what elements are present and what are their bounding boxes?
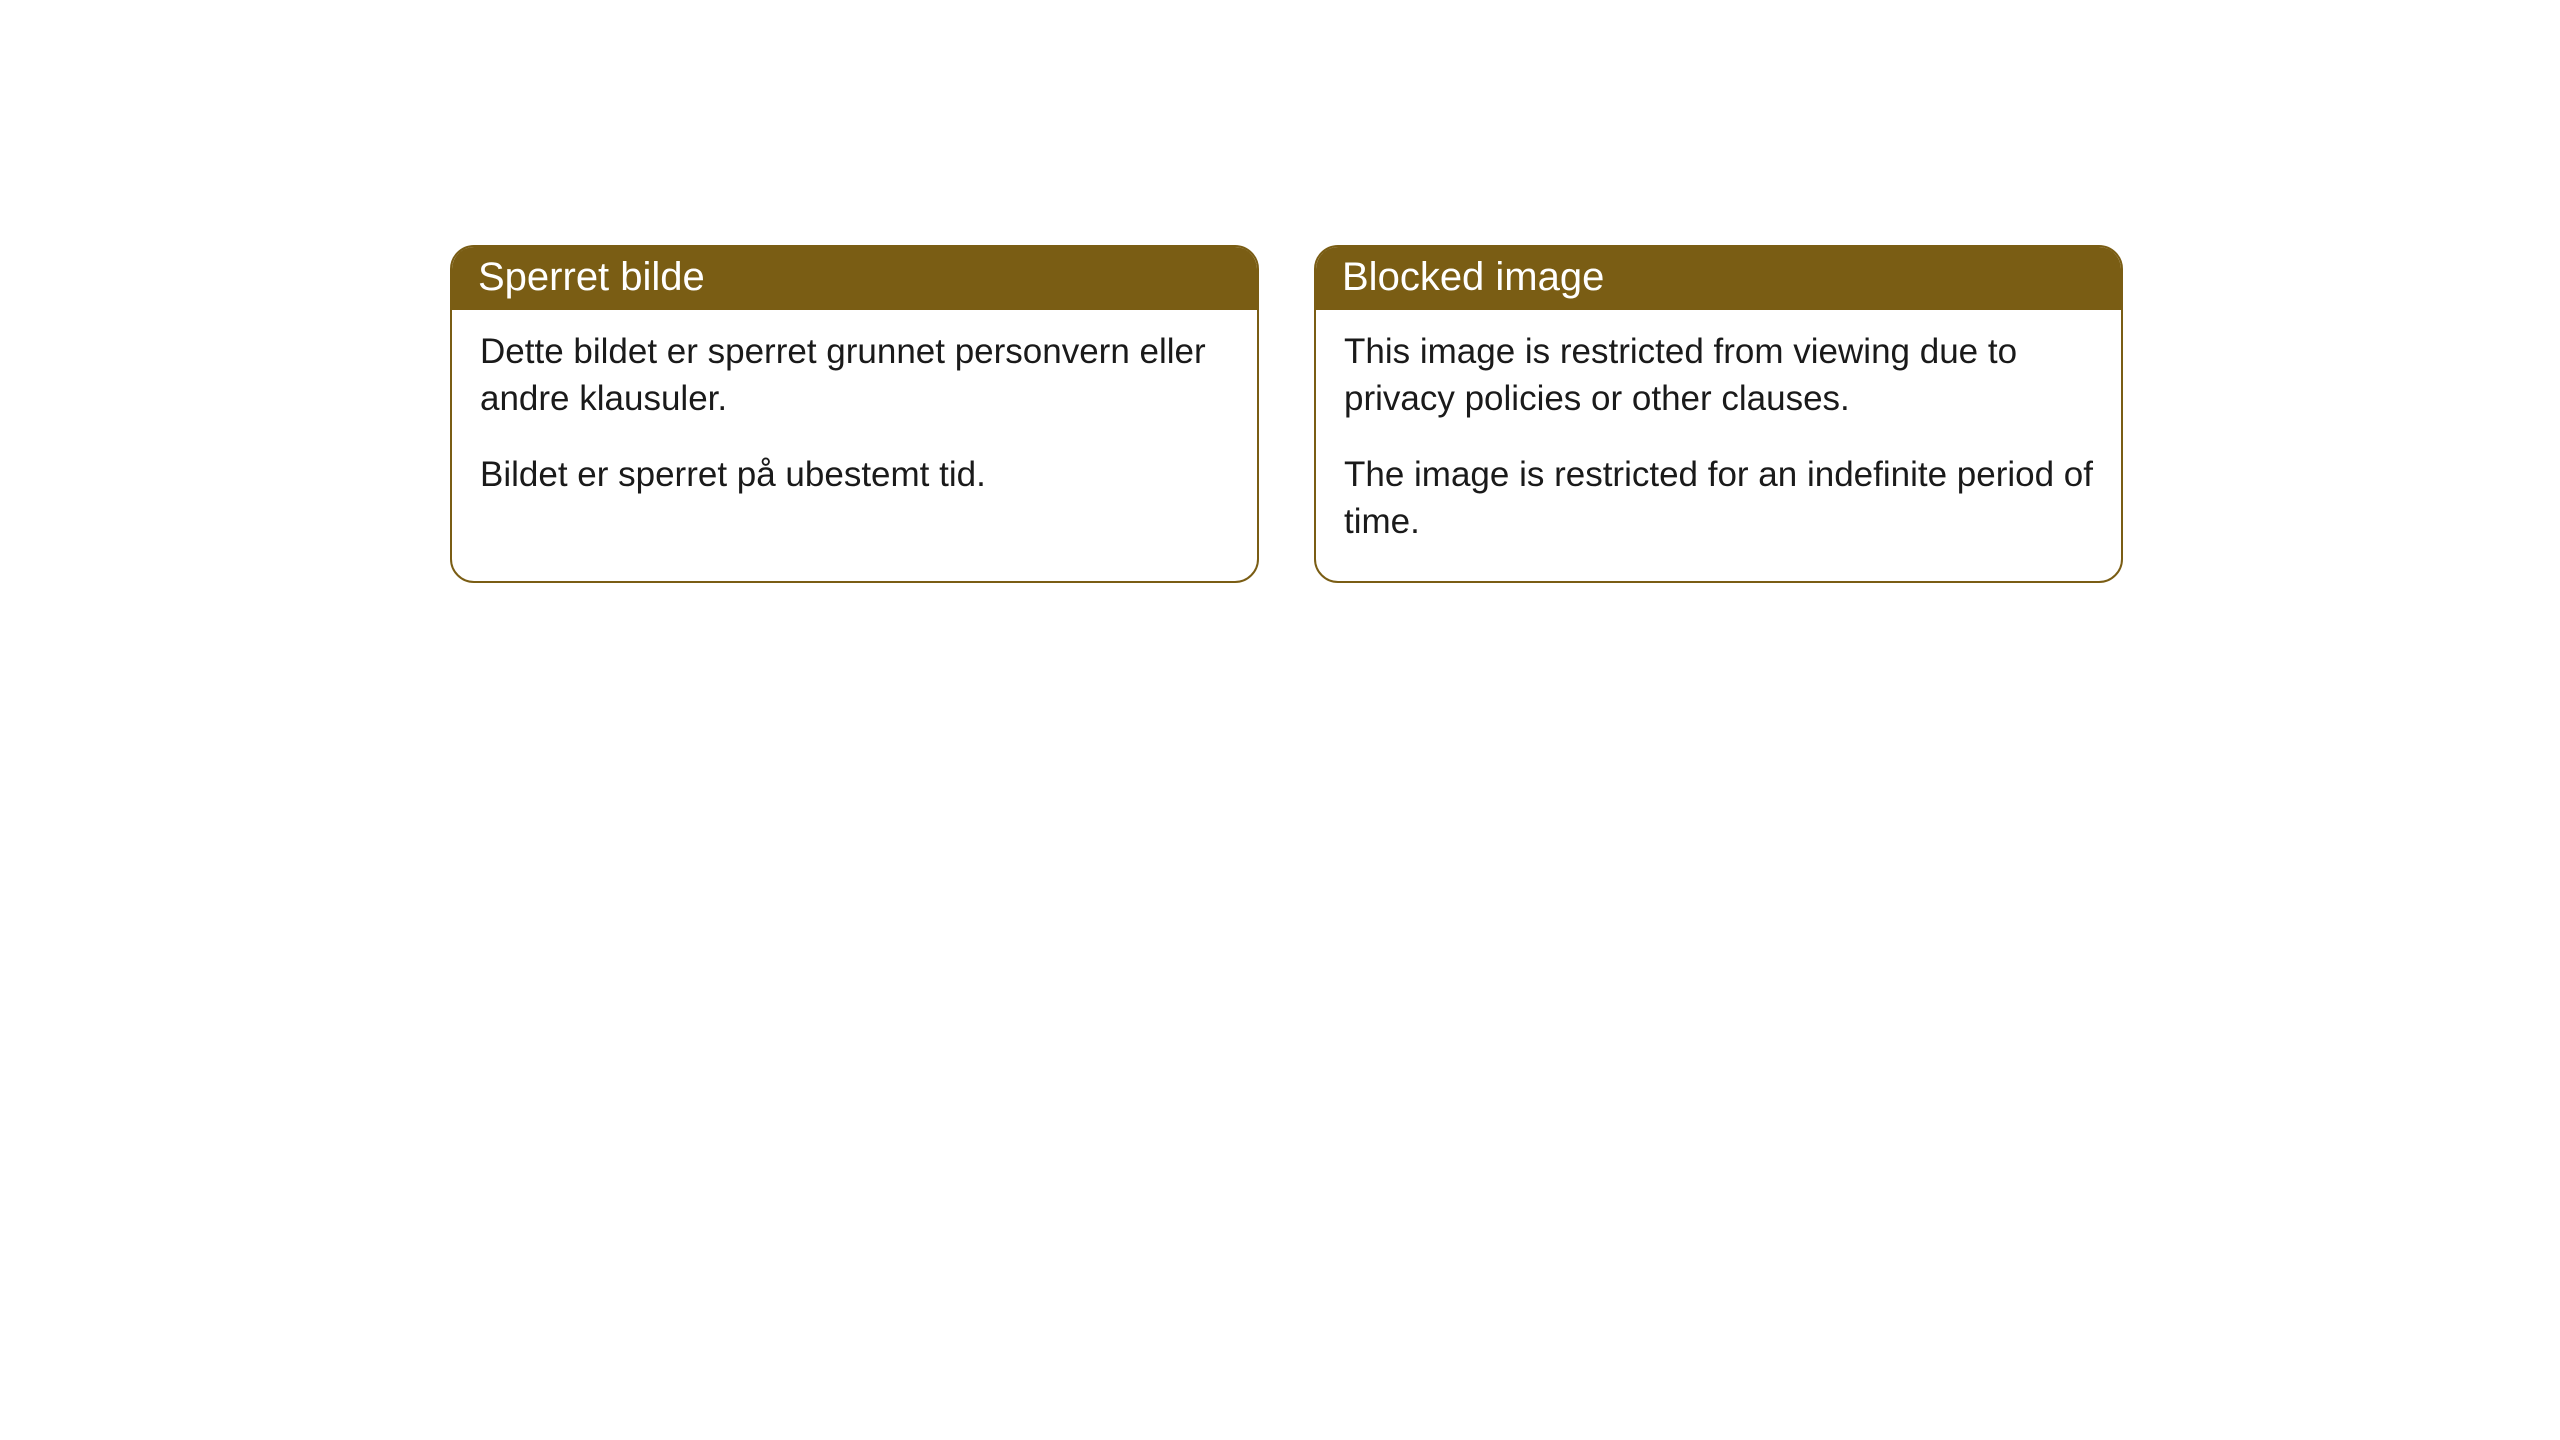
notice-card-body: This image is restricted from viewing du… (1316, 310, 2121, 581)
notice-cards-container: Sperret bilde Dette bildet er sperret gr… (0, 0, 2560, 583)
blocked-image-notice-card-en: Blocked image This image is restricted f… (1314, 245, 2123, 583)
notice-card-paragraph: This image is restricted from viewing du… (1344, 328, 2093, 423)
notice-card-header: Blocked image (1316, 247, 2121, 310)
notice-card-paragraph: The image is restricted for an indefinit… (1344, 451, 2093, 546)
notice-card-title: Blocked image (1342, 255, 1604, 299)
notice-card-header: Sperret bilde (452, 247, 1257, 310)
notice-card-paragraph: Dette bildet er sperret grunnet personve… (480, 328, 1229, 423)
notice-card-title: Sperret bilde (478, 255, 705, 299)
blocked-image-notice-card-no: Sperret bilde Dette bildet er sperret gr… (450, 245, 1259, 583)
notice-card-paragraph: Bildet er sperret på ubestemt tid. (480, 451, 1229, 498)
notice-card-body: Dette bildet er sperret grunnet personve… (452, 310, 1257, 534)
